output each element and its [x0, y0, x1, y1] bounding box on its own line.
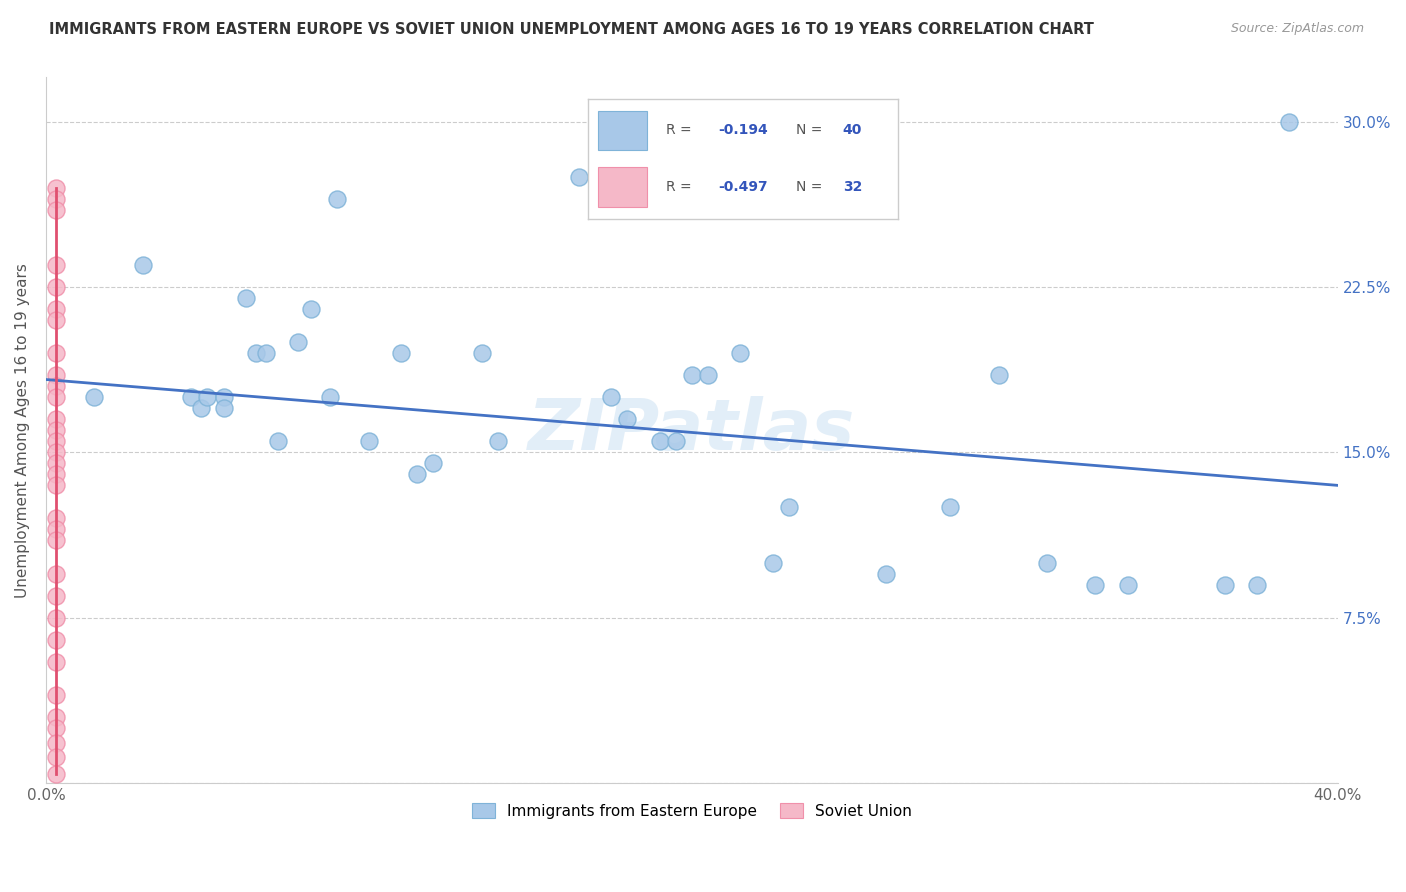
Point: [45, 445, 67, 459]
Point: [761, 556, 783, 570]
Text: IMMIGRANTS FROM EASTERN EUROPE VS SOVIET UNION UNEMPLOYMENT AMONG AGES 16 TO 19 : IMMIGRANTS FROM EASTERN EUROPE VS SOVIET…: [49, 22, 1094, 37]
Point: [132, 258, 155, 272]
Point: [389, 346, 412, 360]
Point: [180, 390, 202, 404]
Point: [267, 434, 290, 449]
Point: [83, 390, 105, 404]
Point: [45, 379, 67, 393]
Point: [325, 192, 347, 206]
Point: [45, 423, 67, 437]
Point: [600, 390, 623, 404]
Point: [45, 258, 67, 272]
Point: [1278, 114, 1301, 128]
Point: [875, 566, 897, 581]
Point: [254, 346, 277, 360]
Point: [45, 721, 67, 735]
Point: [665, 434, 688, 449]
Point: [486, 434, 509, 449]
Point: [728, 346, 751, 360]
Point: [45, 390, 67, 404]
Legend: Immigrants from Eastern Europe, Soviet Union: Immigrants from Eastern Europe, Soviet U…: [465, 797, 918, 825]
Point: [299, 301, 322, 316]
Point: [1116, 577, 1139, 591]
Point: [648, 434, 671, 449]
Point: [45, 202, 67, 217]
Point: [45, 710, 67, 724]
Point: [45, 688, 67, 702]
Point: [45, 632, 67, 647]
Point: [422, 456, 444, 470]
Point: [45, 767, 67, 781]
Point: [681, 368, 703, 383]
Point: [45, 610, 67, 624]
Point: [1036, 556, 1059, 570]
Point: [287, 334, 309, 349]
Point: [45, 523, 67, 537]
Point: [45, 280, 67, 294]
Point: [45, 412, 67, 426]
Point: [45, 736, 67, 750]
Point: [45, 655, 67, 669]
Point: [212, 401, 235, 416]
Point: [197, 390, 219, 404]
Point: [45, 313, 67, 327]
Point: [568, 169, 591, 184]
Point: [1084, 577, 1107, 591]
Point: [45, 749, 67, 764]
Point: [471, 346, 494, 360]
Point: [212, 390, 235, 404]
Point: [1213, 577, 1236, 591]
Point: [697, 368, 720, 383]
Point: [45, 533, 67, 548]
Point: [939, 500, 962, 515]
Text: ZIPatlas: ZIPatlas: [529, 396, 855, 465]
Point: [45, 180, 67, 194]
Point: [235, 291, 257, 305]
Point: [245, 346, 267, 360]
Point: [45, 368, 67, 383]
Point: [45, 478, 67, 492]
Point: [987, 368, 1010, 383]
Point: [190, 401, 212, 416]
Point: [45, 467, 67, 482]
Point: [357, 434, 380, 449]
Point: [45, 301, 67, 316]
Point: [45, 566, 67, 581]
Point: [45, 589, 67, 603]
Point: [1246, 577, 1268, 591]
Point: [45, 456, 67, 470]
Y-axis label: Unemployment Among Ages 16 to 19 years: Unemployment Among Ages 16 to 19 years: [15, 263, 30, 598]
Text: Source: ZipAtlas.com: Source: ZipAtlas.com: [1230, 22, 1364, 36]
Point: [45, 192, 67, 206]
Point: [45, 511, 67, 525]
Point: [319, 390, 342, 404]
Point: [45, 346, 67, 360]
Point: [778, 500, 800, 515]
Point: [406, 467, 429, 482]
Point: [616, 412, 638, 426]
Point: [45, 434, 67, 449]
